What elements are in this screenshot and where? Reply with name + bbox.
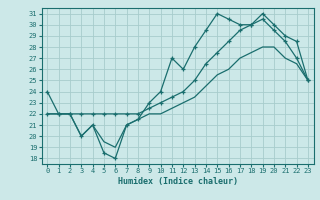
- X-axis label: Humidex (Indice chaleur): Humidex (Indice chaleur): [118, 177, 237, 186]
